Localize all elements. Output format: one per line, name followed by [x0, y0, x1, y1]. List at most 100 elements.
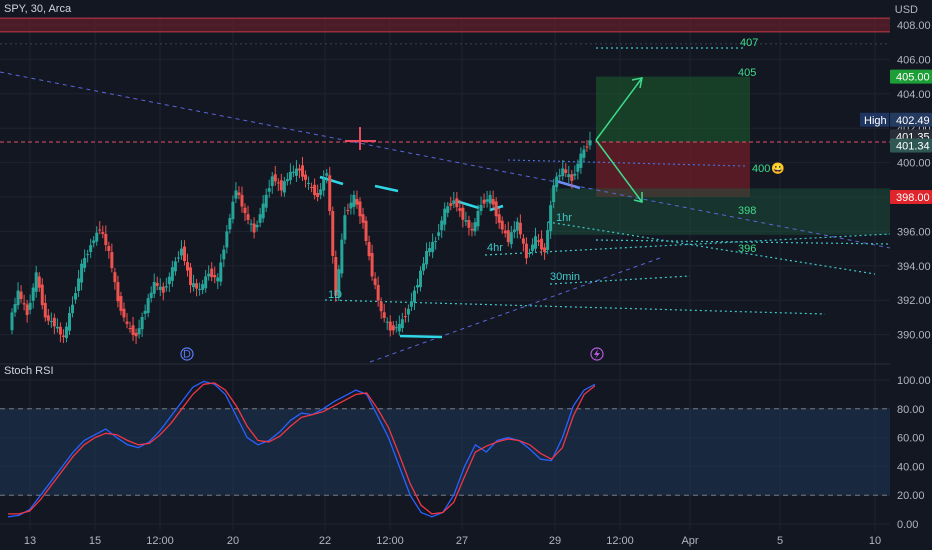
- candle-body: [122, 308, 126, 318]
- candle-body: [22, 303, 26, 305]
- candle-body: [473, 222, 477, 232]
- candle-body: [173, 261, 177, 272]
- price-badge-label: 398.00: [896, 192, 930, 204]
- candle-body: [101, 232, 105, 234]
- high-tag-label: High: [864, 115, 887, 127]
- candle-body: [128, 328, 132, 330]
- lightning-glyph: [594, 349, 600, 359]
- candle-body: [113, 272, 117, 283]
- candle-body: [358, 201, 362, 217]
- candle-body: [207, 273, 211, 277]
- stoch-d-line: [8, 382, 596, 515]
- arrowhead-down: [633, 192, 643, 203]
- candle-body: [255, 224, 259, 228]
- candle-body: [406, 308, 410, 315]
- candle-body: [500, 220, 504, 230]
- dividend-marker[interactable]: [180, 347, 194, 361]
- candle-body: [379, 301, 383, 312]
- candle-body: [71, 304, 75, 314]
- time-tick-label: 15: [89, 535, 101, 547]
- osc-tick-label: 40.00: [897, 461, 925, 473]
- price-tick-label: 408.00: [897, 20, 931, 32]
- candle-body: [367, 242, 371, 257]
- candle-body: [546, 230, 550, 250]
- candle-body: [415, 285, 419, 288]
- trendline-30min: [549, 275, 691, 285]
- target-label: 405: [738, 67, 756, 79]
- stoch-band: [0, 408, 890, 496]
- candle-body: [49, 320, 53, 322]
- candle-body: [343, 215, 347, 240]
- candle-body: [170, 267, 174, 281]
- candle-body: [243, 207, 247, 214]
- candle-body: [34, 272, 38, 292]
- price-axis-bg: [890, 0, 932, 550]
- candle-body: [116, 282, 120, 302]
- candle-body: [58, 326, 62, 335]
- osc-tick-label: 0.00: [897, 519, 918, 531]
- candle-body: [119, 296, 123, 311]
- candle-body: [92, 240, 96, 244]
- candle-body: [164, 286, 168, 288]
- candle-body: [279, 180, 283, 191]
- candle-body: [261, 203, 265, 219]
- candle-body: [437, 232, 441, 236]
- candle-body: [467, 220, 471, 228]
- candle-body: [352, 194, 356, 207]
- candle-body: [89, 245, 93, 253]
- time-tick-label: Apr: [681, 535, 698, 547]
- candle-body: [582, 149, 586, 158]
- candle-body: [316, 192, 320, 197]
- candle-body: [86, 254, 90, 256]
- candle-body: [331, 210, 335, 256]
- candle-body: [334, 256, 338, 296]
- price-tick-label: 396.00: [897, 226, 931, 238]
- price-tick-label: 394.00: [897, 261, 931, 273]
- time-tick-label: 27: [456, 535, 468, 547]
- pattern-mark: [555, 179, 581, 190]
- candle-body: [485, 199, 489, 202]
- timeframe-label: 1D: [328, 289, 342, 301]
- candle-body: [455, 198, 459, 208]
- candle-body: [225, 231, 229, 248]
- candle-body: [403, 316, 407, 318]
- candle-body: [95, 232, 99, 242]
- price-badge-label: 405.00: [896, 72, 930, 84]
- candle-body: [216, 277, 220, 282]
- lightning-icon[interactable]: [590, 347, 604, 361]
- time-axis-bg: [0, 530, 932, 550]
- candle-body: [131, 325, 135, 335]
- candle-body: [524, 243, 528, 259]
- candle-body: [515, 221, 519, 231]
- price-badge: [890, 112, 932, 127]
- support-zone: [550, 188, 890, 235]
- candle-body: [222, 249, 226, 260]
- candle-body: [213, 274, 217, 278]
- candle-body: [204, 276, 208, 289]
- candle-body: [422, 263, 426, 271]
- candle-body: [443, 208, 447, 225]
- candle-body: [231, 201, 235, 220]
- candle-body: [179, 248, 183, 256]
- candle-body: [561, 168, 565, 177]
- candle-body: [149, 292, 153, 299]
- candle-body: [270, 176, 274, 187]
- candle-body: [370, 253, 374, 277]
- candle-body: [573, 173, 577, 176]
- trendline-1d: [324, 299, 826, 315]
- candle-body: [355, 199, 359, 205]
- price-badge-label: 402.49: [896, 115, 930, 127]
- candle-body: [210, 268, 214, 278]
- candle-body: [28, 302, 32, 310]
- target-label: 400: [752, 163, 770, 175]
- candle-body: [503, 230, 507, 234]
- time-tick-label: 13: [24, 535, 36, 547]
- candle-body: [328, 175, 332, 211]
- candle-body: [310, 187, 314, 189]
- candle-body: [494, 201, 498, 217]
- candle-body: [176, 257, 180, 259]
- candle-body: [301, 165, 304, 177]
- candle-body: [373, 278, 377, 285]
- pattern-mark: [374, 184, 399, 193]
